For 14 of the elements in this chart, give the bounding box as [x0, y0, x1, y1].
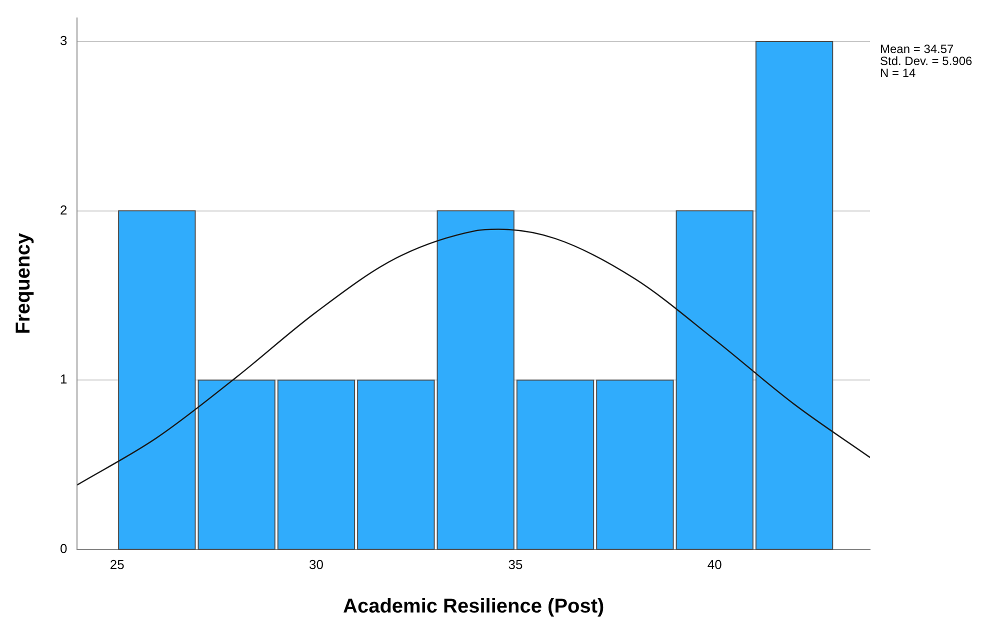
- y-axis-title: Frequency: [12, 232, 35, 334]
- y-tick-label: 2: [60, 202, 68, 218]
- x-tick-label: 35: [508, 556, 523, 572]
- text: Mean = 34.57: [880, 42, 954, 56]
- y-tick-label: 1: [60, 372, 68, 387]
- x-tick-label: 30: [309, 556, 324, 572]
- x-tick-label: 40: [707, 556, 722, 572]
- y-tick-label: 3: [60, 33, 68, 48]
- y-tick-label: 0: [60, 540, 68, 556]
- text: Std. Dev. = 5.906: [880, 54, 972, 68]
- text: N = 14: [880, 66, 916, 80]
- x-axis-title: Academic Resilience (Post): [343, 596, 604, 618]
- x-tick-label: 25: [110, 556, 124, 572]
- line-series: [77, 228, 870, 486]
